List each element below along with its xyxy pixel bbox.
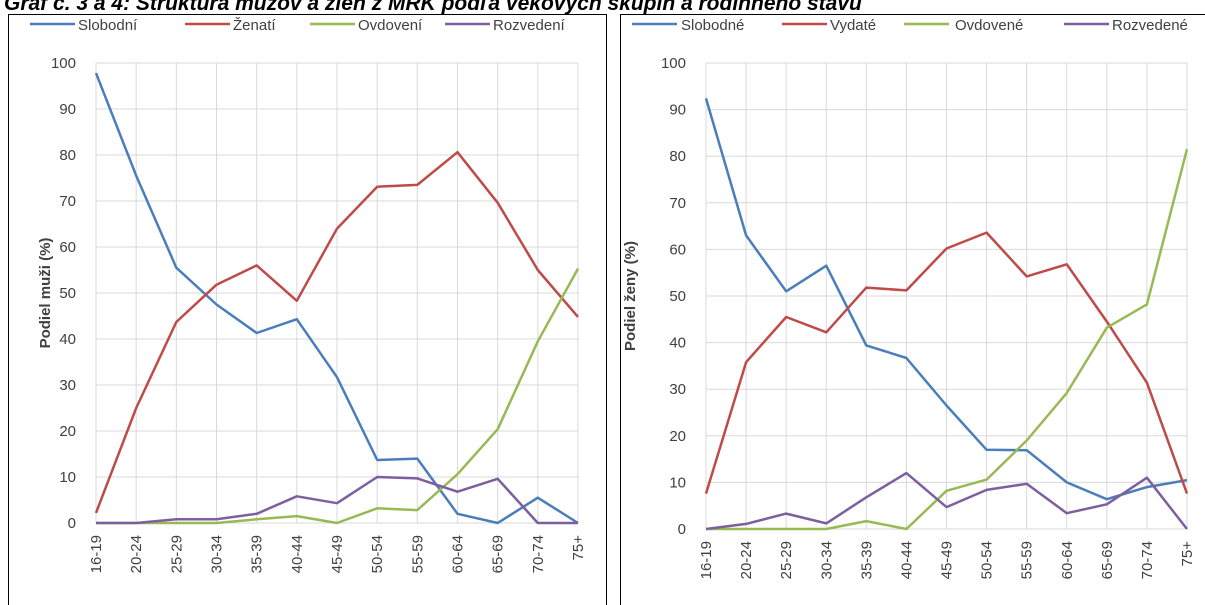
x-tick-label: 20-24 [128,535,145,573]
x-tick-label: 25-29 [168,535,185,573]
series-line [704,231,1189,495]
legend-label: Rozvedení [493,17,566,34]
x-tick-label: 25-29 [778,541,795,579]
x-tick-label: 50-54 [369,535,386,573]
y-tick-label: 50 [669,288,686,305]
y-tick-label: 40 [59,331,76,348]
x-tick-label: 50-54 [979,541,996,579]
y-tick-label: 90 [59,101,76,118]
y-tick-label: 10 [669,474,686,491]
x-tick-label: 75+ [570,535,587,561]
y-tick-label: 20 [59,423,76,440]
x-tick-label: 16-19 [88,535,105,573]
series-line [706,148,1189,531]
series-line [96,475,578,525]
legend-label: Vydaté [830,17,876,34]
legend-label: Ovdovení [358,17,423,34]
y-tick-label: 40 [669,335,686,352]
y-tick-label: 80 [669,148,686,165]
series-line [704,98,1188,501]
legend-label: Slobodné [681,17,744,34]
y-tick-label: 60 [59,239,76,256]
x-tick-label: 60-64 [450,535,467,573]
legend-label: Ženatí [233,17,276,34]
series-line [96,267,580,525]
right-panel-frame [620,14,1205,605]
x-tick-label: 35-39 [858,541,875,579]
y-tick-label: 30 [59,377,76,394]
y-tick-label: 100 [51,55,76,72]
x-tick-label: 75+ [1179,541,1196,567]
x-tick-label: 20-24 [738,541,755,579]
y-axis-label: Podiel muži (%) [37,238,54,349]
y-tick-label: 60 [669,241,686,258]
y-tick-label: 100 [661,55,686,72]
y-tick-label: 0 [678,521,686,538]
x-tick-label: 55-59 [409,535,426,573]
series-line [705,471,1188,531]
y-tick-label: 0 [68,515,76,532]
y-tick-label: 50 [59,285,76,302]
x-tick-label: 40-44 [898,541,915,579]
series-line [94,72,579,525]
legend-label: Slobodní [78,17,138,34]
legend-label: Ovdovené [955,17,1023,34]
x-tick-label: 30-34 [818,541,835,579]
x-tick-label: 65-69 [490,535,507,573]
y-tick-label: 70 [669,195,686,212]
series-line [94,150,579,514]
y-tick-label: 10 [59,469,76,486]
y-tick-label: 30 [669,381,686,398]
x-tick-label: 35-39 [249,535,266,573]
x-tick-label: 16-19 [698,541,715,579]
y-tick-label: 70 [59,193,76,210]
x-tick-label: 70-74 [530,535,547,573]
page-title: Graf č. 3 a 4: Štruktúra mužov a žien z … [4,0,862,15]
y-tick-label: 20 [669,428,686,445]
x-tick-label: 40-44 [289,535,306,573]
x-tick-label: 65-69 [1099,541,1116,579]
x-tick-label: 55-59 [1019,541,1036,579]
x-tick-label: 30-34 [209,535,226,573]
legend-label: Rozvedené [1112,17,1188,34]
y-tick-label: 80 [59,147,76,164]
y-tick-label: 90 [669,102,686,119]
x-tick-label: 70-74 [1139,541,1156,579]
y-axis-label: Podiel ženy (%) [622,241,639,351]
x-tick-label: 45-49 [329,535,346,573]
x-tick-label: 45-49 [939,541,956,579]
x-tick-label: 60-64 [1059,541,1076,579]
left-panel-frame [8,14,607,605]
